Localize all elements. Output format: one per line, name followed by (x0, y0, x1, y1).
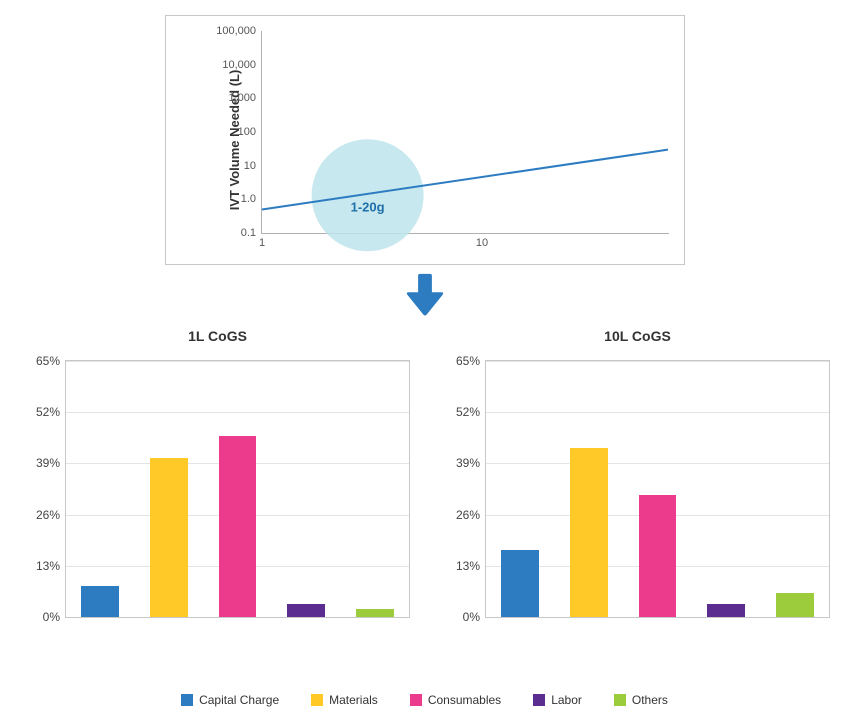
bubble-label: 1-20g (351, 200, 385, 215)
cogs-bar (776, 593, 814, 617)
ivt-ytick: 100 (238, 126, 262, 138)
ivt-plot-svg (262, 31, 669, 233)
legend-item: Consumables (410, 692, 501, 707)
legend-swatch (533, 694, 545, 706)
legend-item: Capital Charge (181, 692, 279, 707)
legend-item: Others (614, 692, 668, 707)
cogs-ytick: 26% (456, 508, 486, 522)
ivt-ytick: 10,000 (222, 59, 262, 71)
cogs-charts-row: 1L CoGS 0%13%26%39%52%65% 10L CoGS 0%13%… (0, 328, 849, 658)
legend-label: Capital Charge (199, 693, 279, 707)
cogs-ytick: 65% (36, 354, 66, 368)
cogs-bar (707, 604, 745, 617)
cogs-bar (639, 495, 677, 617)
cogs-10l-plot: 0%13%26%39%52%65% (485, 360, 830, 618)
cogs-1l-plot: 0%13%26%39%52%65% (65, 360, 410, 618)
cogs-bar (287, 604, 325, 617)
cogs-bar (356, 609, 394, 617)
legend-swatch (410, 694, 422, 706)
cogs-ytick: 13% (456, 559, 486, 573)
legend-label: Labor (551, 693, 582, 707)
cogs-10l-title: 10L CoGS (435, 328, 840, 344)
cogs-bar (81, 586, 119, 618)
ivt-y-axis-label: IVT Volume Needed (L) (227, 70, 242, 211)
ivt-ytick: 1,000 (228, 92, 262, 104)
cogs-ytick: 0% (43, 610, 66, 624)
legend-swatch (614, 694, 626, 706)
legend-label: Materials (329, 693, 378, 707)
down-arrow-icon (402, 272, 448, 323)
cogs-ytick: 26% (36, 508, 66, 522)
ivt-xtick: 1 (259, 233, 265, 249)
ivt-plot-area: 0.11.0101001,00010,000100,000 110 1-20g (261, 31, 669, 234)
ivt-volume-chart: IVT Volume Needed (L) 0.11.0101001,00010… (165, 15, 685, 265)
cogs-bar (150, 458, 188, 618)
cogs-ytick: 52% (36, 405, 66, 419)
cogs-bar (501, 550, 539, 617)
cogs-ytick: 52% (456, 405, 486, 419)
cogs-bar (570, 448, 608, 617)
legend-label: Consumables (428, 693, 501, 707)
cogs-10l-chart: 10L CoGS 0%13%26%39%52%65% (435, 328, 840, 628)
cogs-ytick: 39% (36, 456, 66, 470)
cogs-ytick: 65% (456, 354, 486, 368)
legend-item: Labor (533, 692, 582, 707)
legend-item: Materials (311, 692, 378, 707)
cogs-legend: Capital Charge Materials Consumables Labor O… (0, 692, 849, 707)
legend-label: Others (632, 693, 668, 707)
ivt-ytick: 100,000 (216, 25, 262, 37)
cogs-bar (219, 436, 257, 617)
ivt-ytick: 1.0 (241, 193, 262, 205)
ivt-xtick: 10 (476, 233, 488, 249)
cogs-ytick: 0% (463, 610, 486, 624)
ivt-ytick: 10 (244, 160, 262, 172)
cogs-1l-title: 1L CoGS (15, 328, 420, 344)
cogs-ytick: 13% (36, 559, 66, 573)
cogs-ytick: 39% (456, 456, 486, 470)
legend-swatch (181, 694, 193, 706)
legend-swatch (311, 694, 323, 706)
cogs-1l-chart: 1L CoGS 0%13%26%39%52%65% (15, 328, 420, 628)
